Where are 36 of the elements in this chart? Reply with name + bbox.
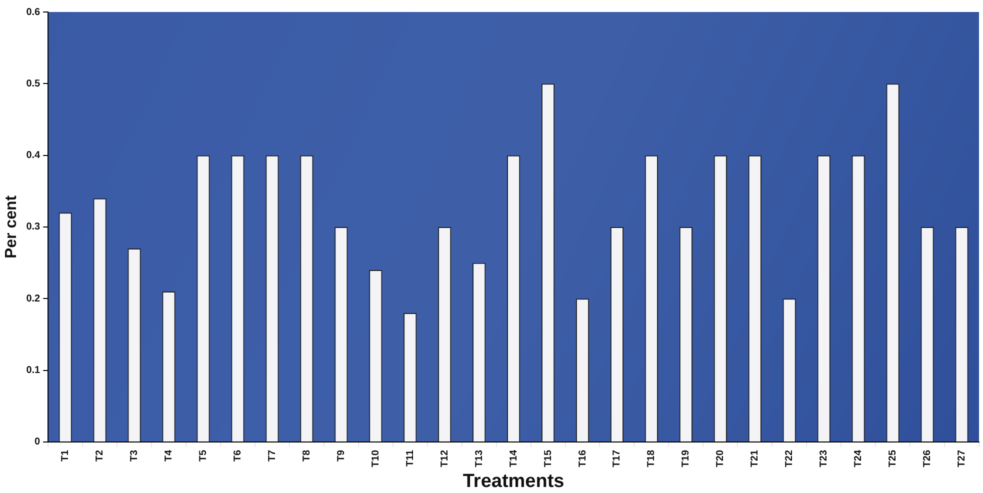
- x-tick-label: T4: [164, 450, 175, 462]
- x-tick-label: T25: [888, 450, 899, 468]
- y-tick-label: 0.2: [26, 293, 41, 304]
- y-tick-label: 0.1: [26, 365, 41, 376]
- x-tick-label: T8: [301, 450, 312, 462]
- x-tick-label: T19: [680, 450, 692, 468]
- x-tick-label: T13: [474, 450, 485, 468]
- x-axis-title: Treatments: [462, 470, 564, 492]
- x-tick-label: T20: [715, 450, 726, 468]
- x-tick-label: T15: [542, 450, 554, 468]
- x-tick-label: T7: [266, 450, 278, 462]
- y-tick-label: 0.4: [26, 150, 41, 162]
- x-tick-label: T23: [818, 450, 830, 468]
- y-tick-label: 0.3: [26, 222, 41, 233]
- x-tick-label: T9: [336, 450, 347, 462]
- x-tick-label: T6: [232, 450, 244, 462]
- x-tick-label: T12: [439, 450, 450, 468]
- x-tick-label: T18: [646, 450, 658, 468]
- x-tick-label: T26: [922, 450, 934, 468]
- y-tick-label: 0.5: [26, 78, 41, 90]
- y-axis-title: Per cent: [3, 194, 20, 259]
- x-tick-label: T5: [198, 450, 209, 462]
- x-tick-label: T10: [370, 450, 382, 468]
- x-tick-label: T14: [508, 450, 520, 468]
- x-tick-label: T17: [612, 450, 623, 468]
- x-tick-label: T21: [750, 450, 761, 468]
- x-tick-label: T27: [956, 450, 968, 468]
- x-tick-label: T2: [94, 450, 106, 462]
- x-tick-label: T22: [784, 450, 796, 468]
- x-tick-label: T3: [129, 450, 140, 462]
- y-tick-label: 0: [34, 436, 41, 448]
- x-tick-label: T1: [60, 450, 72, 462]
- x-tick-label: T24: [853, 450, 864, 468]
- y-tick-label: 0.6: [26, 6, 41, 18]
- x-tick-label: T11: [404, 450, 416, 467]
- x-tick-label: T16: [577, 450, 588, 468]
